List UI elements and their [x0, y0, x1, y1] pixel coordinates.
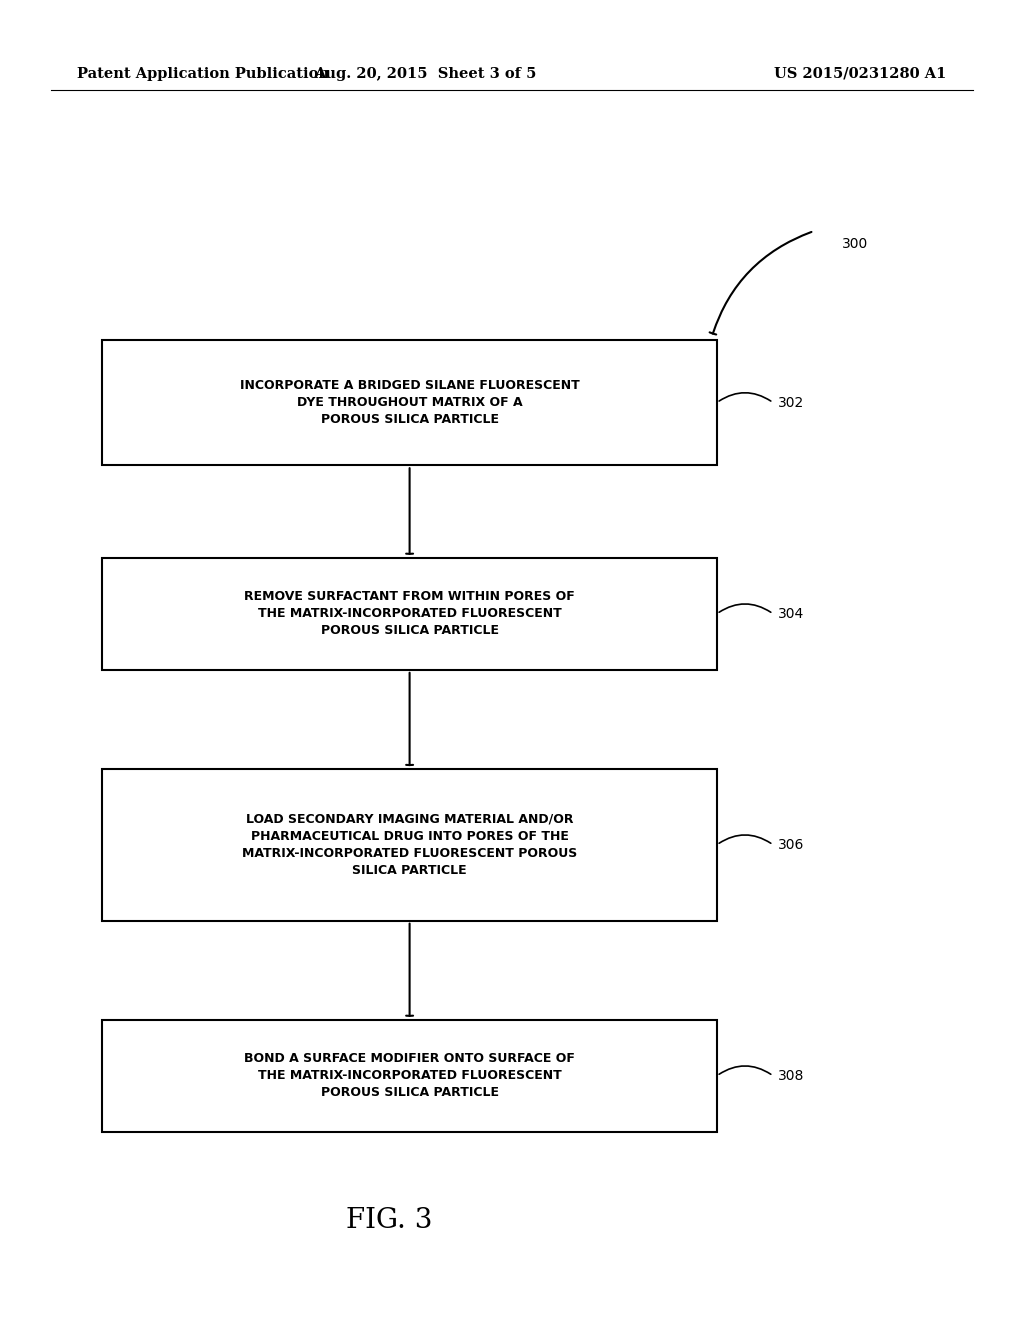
Text: LOAD SECONDARY IMAGING MATERIAL AND/OR
PHARMACEUTICAL DRUG INTO PORES OF THE
MAT: LOAD SECONDARY IMAGING MATERIAL AND/OR P…: [242, 813, 578, 876]
Text: 304: 304: [778, 607, 805, 620]
Bar: [102, 341, 717, 466]
Text: INCORPORATE A BRIDGED SILANE FLUORESCENT
DYE THROUGHOUT MATRIX OF A
POROUS SILIC: INCORPORATE A BRIDGED SILANE FLUORESCENT…: [240, 379, 580, 426]
Text: REMOVE SURFACTANT FROM WITHIN PORES OF
THE MATRIX-INCORPORATED FLUORESCENT
POROU: REMOVE SURFACTANT FROM WITHIN PORES OF T…: [245, 590, 574, 638]
Text: US 2015/0231280 A1: US 2015/0231280 A1: [774, 67, 946, 81]
Text: FIG. 3: FIG. 3: [346, 1208, 432, 1234]
Text: 306: 306: [778, 838, 805, 851]
Text: 308: 308: [778, 1069, 805, 1082]
Bar: [102, 768, 717, 921]
Text: Patent Application Publication: Patent Application Publication: [77, 67, 329, 81]
Text: Aug. 20, 2015  Sheet 3 of 5: Aug. 20, 2015 Sheet 3 of 5: [313, 67, 537, 81]
Text: 302: 302: [778, 396, 805, 409]
Text: BOND A SURFACE MODIFIER ONTO SURFACE OF
THE MATRIX-INCORPORATED FLUORESCENT
PORO: BOND A SURFACE MODIFIER ONTO SURFACE OF …: [244, 1052, 575, 1100]
Bar: [102, 1020, 717, 1133]
Text: 300: 300: [842, 238, 868, 251]
Bar: [102, 557, 717, 671]
